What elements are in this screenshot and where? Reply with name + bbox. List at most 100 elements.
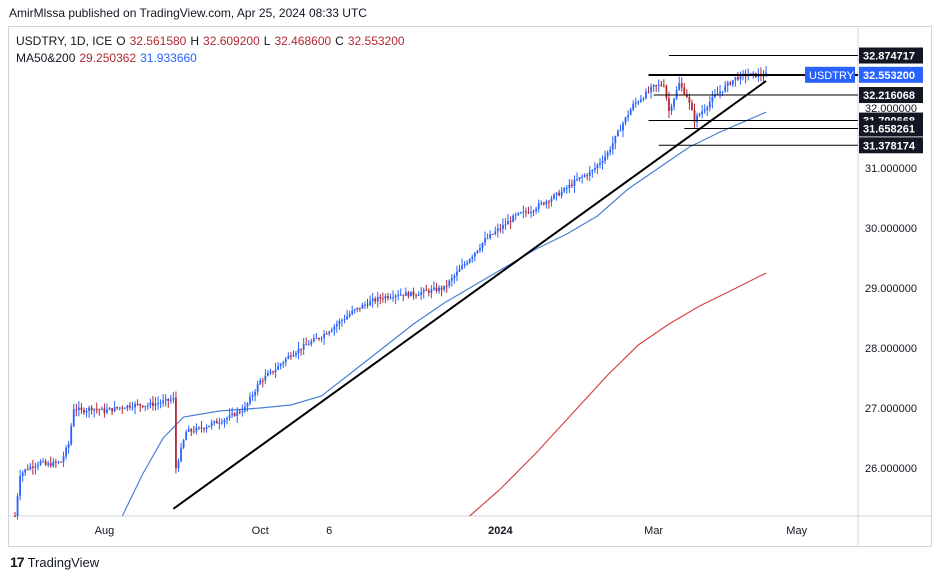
low-label: L	[263, 34, 271, 48]
candle-body	[588, 171, 591, 176]
candle-body	[662, 85, 665, 87]
candle-body	[708, 102, 711, 108]
candle-body	[583, 175, 586, 177]
x-tick-label: May	[786, 525, 807, 537]
candle-body	[558, 192, 561, 196]
candle-body	[361, 304, 364, 309]
candle-body	[680, 83, 683, 88]
ma-label[interactable]: MA50&200	[16, 51, 76, 65]
candle-body	[113, 407, 116, 412]
y-tick-label: 27.000000	[865, 403, 917, 415]
candle-body	[645, 91, 647, 99]
candle-body	[739, 74, 742, 80]
candle-body	[54, 461, 57, 463]
candle-body	[37, 464, 39, 467]
candle-body	[525, 211, 527, 213]
candle-body	[622, 123, 624, 131]
candle-body	[540, 202, 543, 204]
candle-body	[456, 271, 458, 276]
candle-body	[655, 85, 658, 87]
candle-body	[364, 304, 366, 306]
candle-body	[555, 192, 558, 195]
candle-body	[256, 384, 259, 392]
candle-body	[29, 466, 32, 470]
candle-body	[637, 101, 640, 103]
candle-body	[318, 338, 320, 340]
candle-body	[752, 72, 755, 74]
candle-body	[228, 415, 231, 419]
candle-body	[244, 406, 246, 412]
candle-body	[420, 292, 423, 295]
candle-body	[198, 427, 200, 429]
symbol-label[interactable]: USDTRY, 1D, ICE	[16, 34, 113, 48]
candle-body	[187, 429, 190, 432]
candle-body	[67, 444, 70, 448]
candle-body	[144, 405, 147, 408]
candle-body	[274, 369, 277, 373]
candle-body	[65, 447, 67, 457]
candle-body	[412, 291, 415, 296]
candle-body	[346, 316, 348, 320]
candle-body	[31, 466, 34, 468]
candle-body	[152, 402, 154, 406]
candle-body	[652, 85, 655, 87]
candle-body	[305, 344, 308, 346]
candle-body	[182, 440, 185, 448]
candle-body	[200, 427, 203, 429]
candle-body	[504, 224, 507, 226]
candle-body	[221, 422, 223, 424]
candle-body	[502, 224, 504, 229]
high-value: 32.609200	[203, 34, 260, 48]
y-tick-label: 31.000000	[865, 163, 917, 175]
candle-body	[568, 184, 571, 188]
candle-body	[19, 476, 22, 497]
candle-body	[289, 355, 292, 357]
candle-body	[609, 149, 612, 153]
candle-body	[111, 408, 113, 412]
candle-body	[264, 375, 267, 381]
candle-body	[169, 399, 172, 401]
candle-body	[473, 252, 476, 257]
candle-body	[195, 427, 198, 432]
candle-body	[481, 242, 484, 248]
candle-body	[701, 111, 704, 115]
candle-body	[44, 461, 47, 465]
candle-body	[272, 371, 274, 373]
candle-body	[430, 289, 433, 293]
candle-body	[323, 333, 325, 339]
candle-body	[486, 237, 489, 239]
high-label: H	[190, 34, 200, 48]
candle-body	[154, 403, 157, 406]
candle-body	[157, 403, 159, 405]
candle-body	[389, 297, 392, 299]
candle-body	[223, 419, 226, 423]
candle-body	[134, 403, 136, 408]
candle-body	[596, 164, 599, 168]
candle-body	[685, 94, 688, 98]
candle-body	[415, 295, 417, 297]
candle-body	[611, 143, 614, 150]
candle-body	[724, 85, 727, 92]
candle-body	[330, 329, 333, 332]
candle-body	[491, 234, 494, 236]
candle-body	[706, 107, 709, 110]
candle-body	[95, 408, 98, 410]
candle-body	[563, 187, 566, 192]
level-tag-label: 32.216068	[863, 90, 915, 102]
candle-body	[435, 287, 438, 292]
candle-body	[440, 287, 443, 290]
candle-body	[180, 447, 182, 462]
candle-body	[729, 82, 732, 85]
candle-body	[75, 409, 78, 411]
candle-body	[106, 409, 108, 413]
candle-body	[47, 463, 50, 465]
candle-body	[576, 179, 578, 181]
symbol-tag-label: USDTRY	[809, 70, 855, 82]
level-tag	[859, 87, 923, 104]
candle-body	[175, 397, 177, 469]
candle-body	[338, 321, 341, 325]
candle-body	[422, 289, 425, 293]
candle-body	[80, 407, 83, 410]
candle-body	[660, 84, 663, 86]
